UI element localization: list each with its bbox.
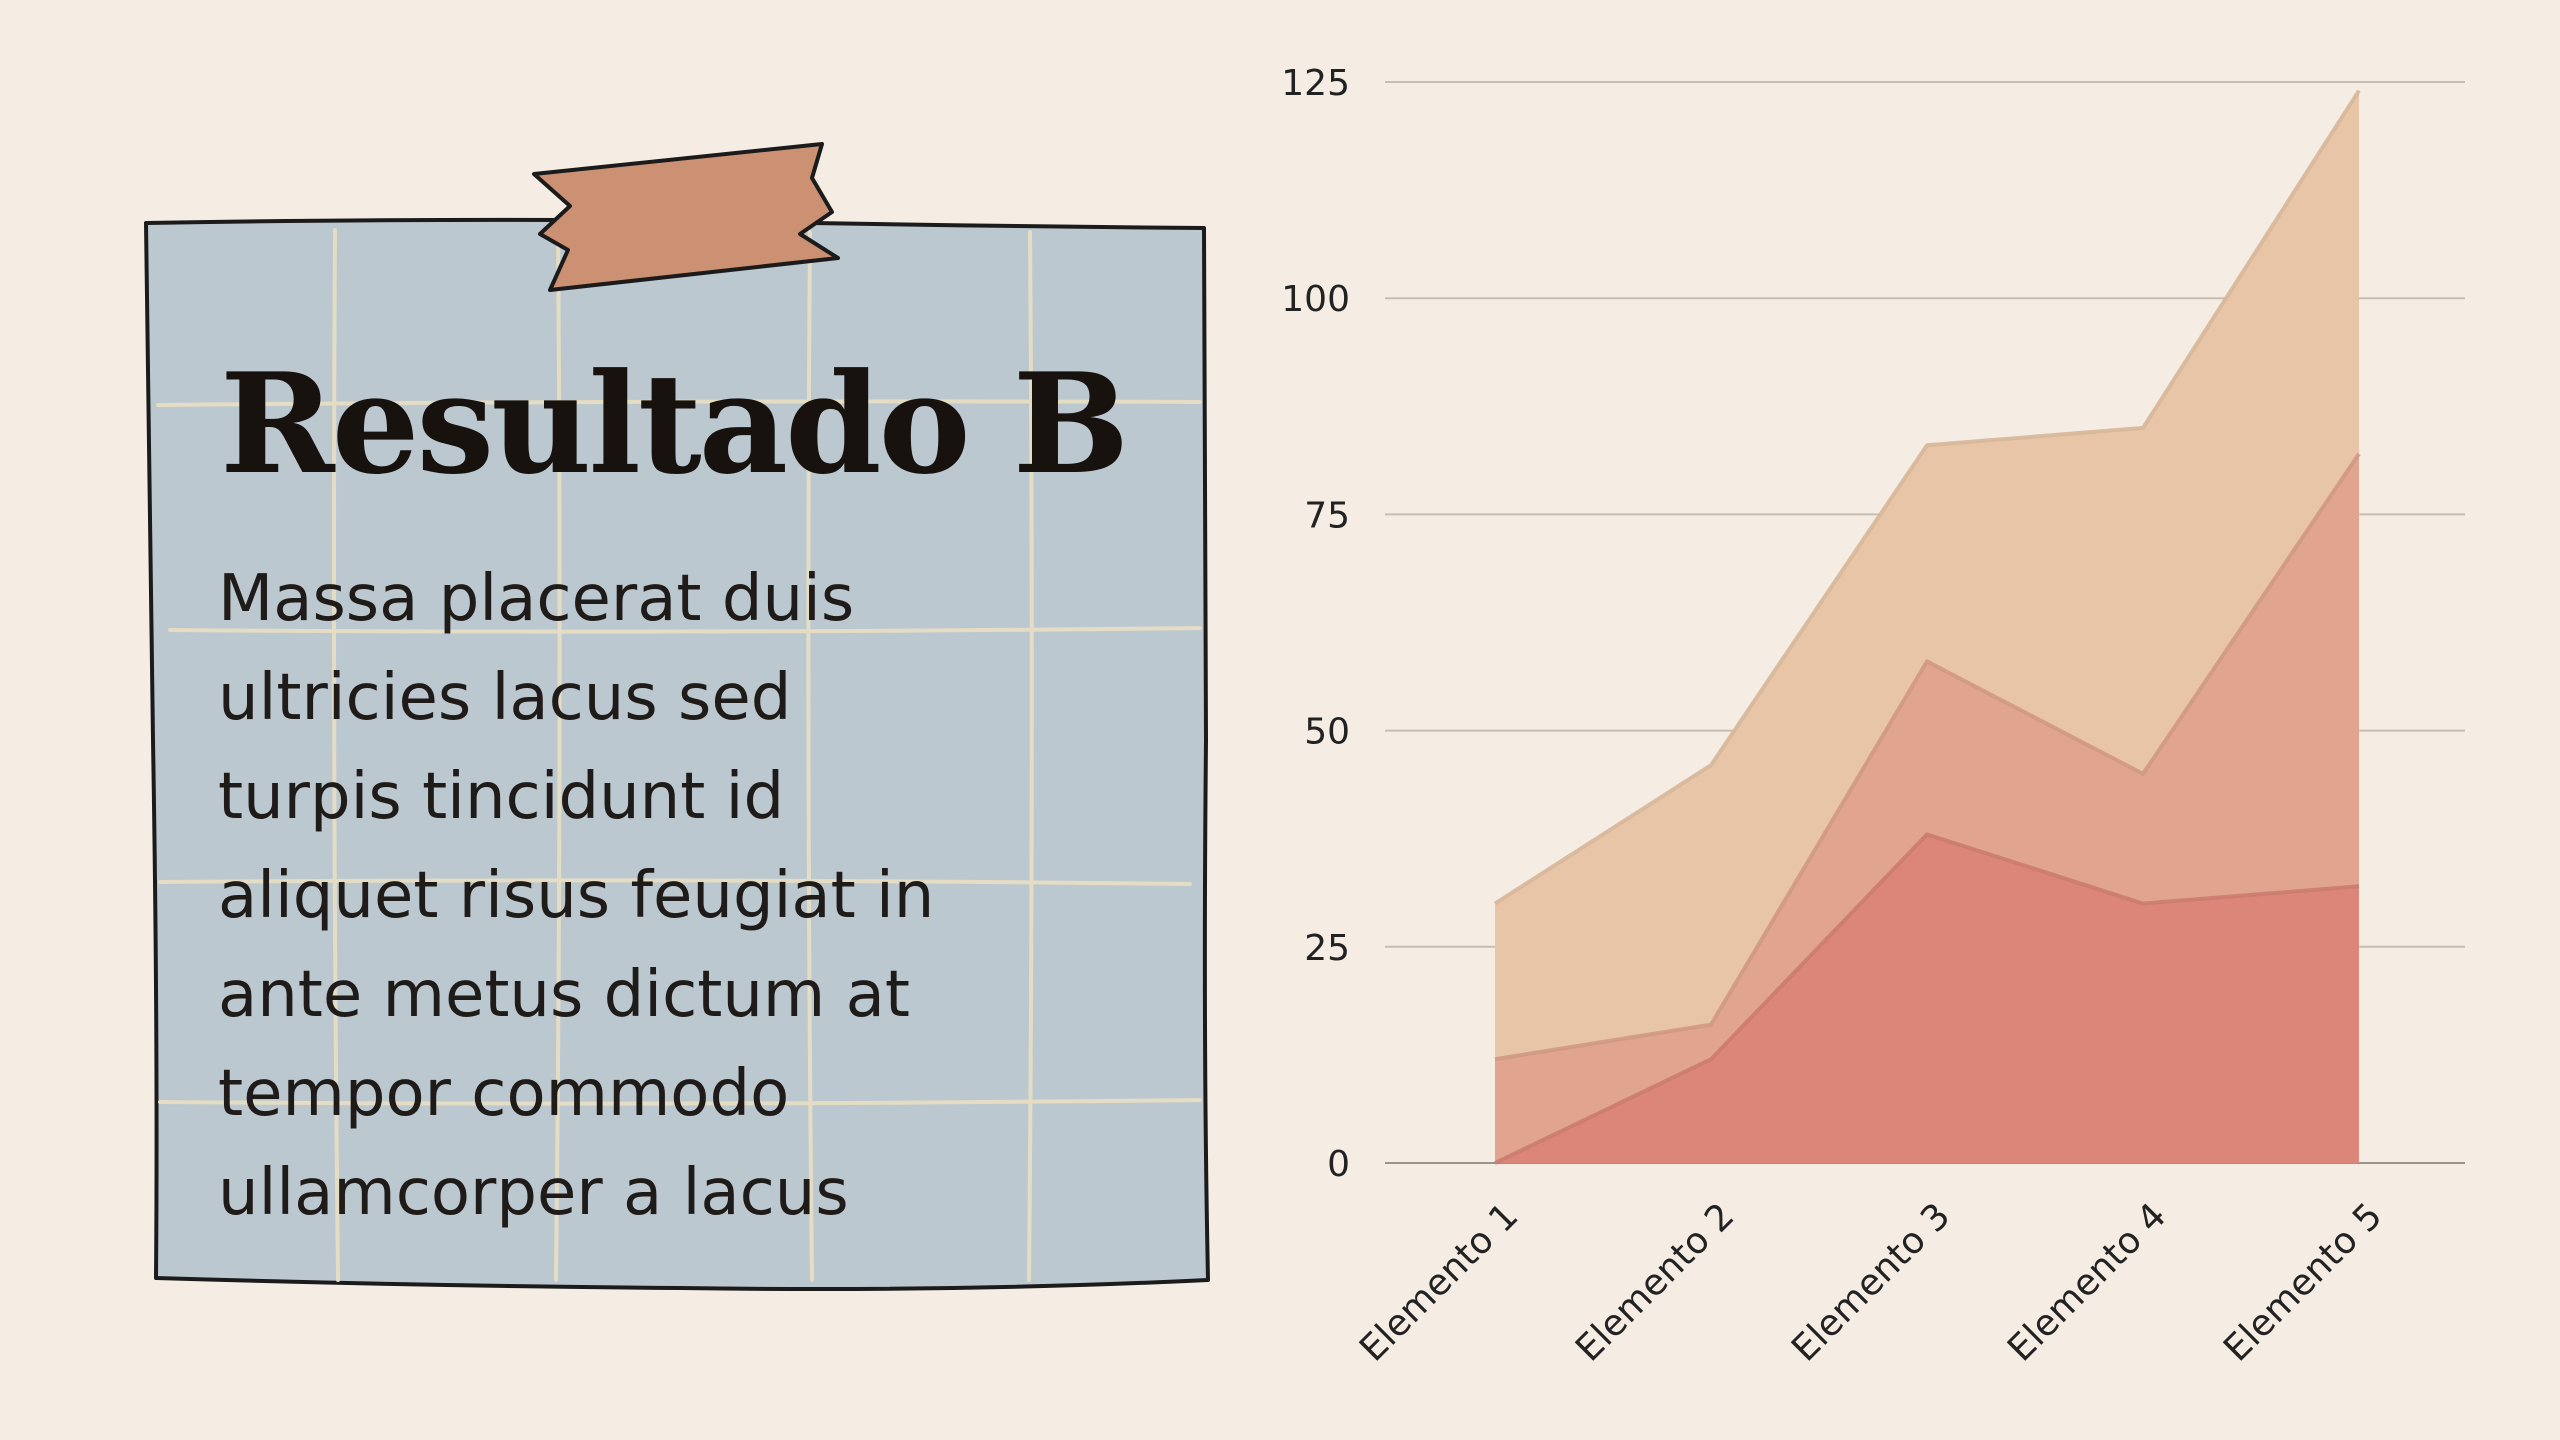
area-series	[1493, 89, 2361, 1165]
y-tick-label: 50	[1304, 712, 1350, 753]
y-tick-label: 75	[1304, 495, 1350, 536]
card-title: Resultado B	[220, 342, 1129, 505]
area-series-1	[1495, 834, 2359, 1163]
note-card: Resultado B Massa placerat duis ultricie…	[140, 140, 1220, 1300]
area-series-2-edge	[1494, 452, 2361, 1062]
x-tick-label: Elemento 3	[1784, 1195, 1958, 1369]
y-tick-label: 0	[1327, 1144, 1350, 1185]
x-tick-label: Elemento 2	[1568, 1195, 1742, 1369]
y-tick-label: 25	[1304, 928, 1350, 969]
x-tick-label: Elemento 1	[1352, 1195, 1526, 1369]
area-series-3-edge	[1493, 89, 2361, 906]
x-tick-label: Elemento 4	[2000, 1195, 2174, 1369]
area-series-1-edge	[1494, 832, 2360, 1165]
y-tick-label: 100	[1281, 279, 1350, 320]
note-card-paper	[144, 142, 1210, 1291]
card-body-text: Massa placerat duis ultricies lacus sed …	[218, 562, 935, 1230]
tape-strip	[532, 142, 840, 292]
x-tick-label: Elemento 5	[2216, 1195, 2390, 1369]
paper-grid	[156, 228, 1202, 1282]
y-tick-label: 125	[1281, 63, 1350, 104]
